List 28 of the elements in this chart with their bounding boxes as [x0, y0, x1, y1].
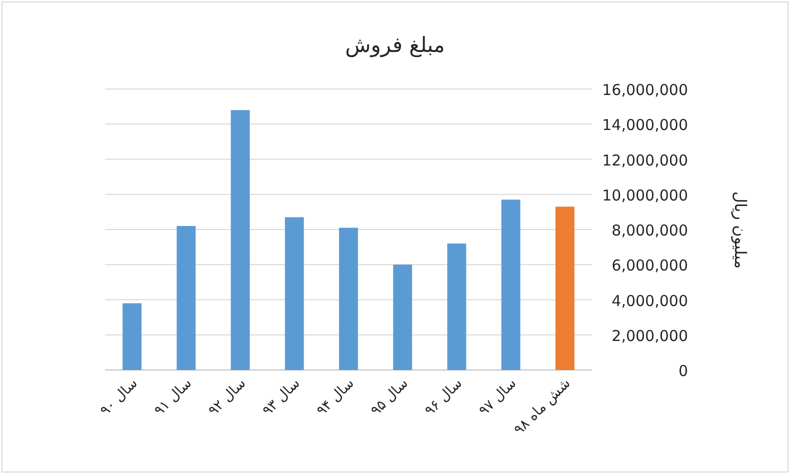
chart-title: مبلغ فروش [345, 33, 445, 58]
y-tick-label: 0 [678, 362, 688, 380]
x-tick-label: سال ۹۰ [97, 376, 141, 420]
bar [230, 110, 250, 370]
x-tick-label: سال ۹۶ [422, 376, 466, 420]
x-tick-label: سال ۹۴ [314, 376, 358, 420]
x-tick-label: سال ۹۳ [260, 376, 304, 420]
bar [339, 228, 358, 370]
bar [393, 264, 412, 370]
y-tick-label: 14,000,000 [602, 116, 688, 134]
x-tick-label: سال ۹۲ [206, 376, 250, 420]
y-axis-title: میلیون ریال [731, 191, 750, 269]
y-tick-label: 10,000,000 [602, 186, 688, 204]
y-tick-label: 16,000,000 [602, 81, 688, 99]
bar [176, 226, 196, 370]
x-tick-label: سال ۹۵ [368, 376, 412, 420]
bar [447, 244, 466, 370]
y-tick-label: 4,000,000 [612, 292, 688, 310]
x-tick-label: سال ۹۱ [151, 376, 195, 420]
bar [501, 200, 520, 370]
bar [122, 303, 142, 370]
y-tick-label: 8,000,000 [612, 222, 688, 240]
y-tick-label: 12,000,000 [602, 151, 688, 170]
bar [555, 206, 574, 370]
x-tick-label: سال ۹۷ [476, 376, 520, 420]
bar [284, 217, 304, 370]
y-tick-label: 2,000,000 [612, 326, 688, 345]
y-tick-label: 6,000,000 [612, 256, 688, 275]
